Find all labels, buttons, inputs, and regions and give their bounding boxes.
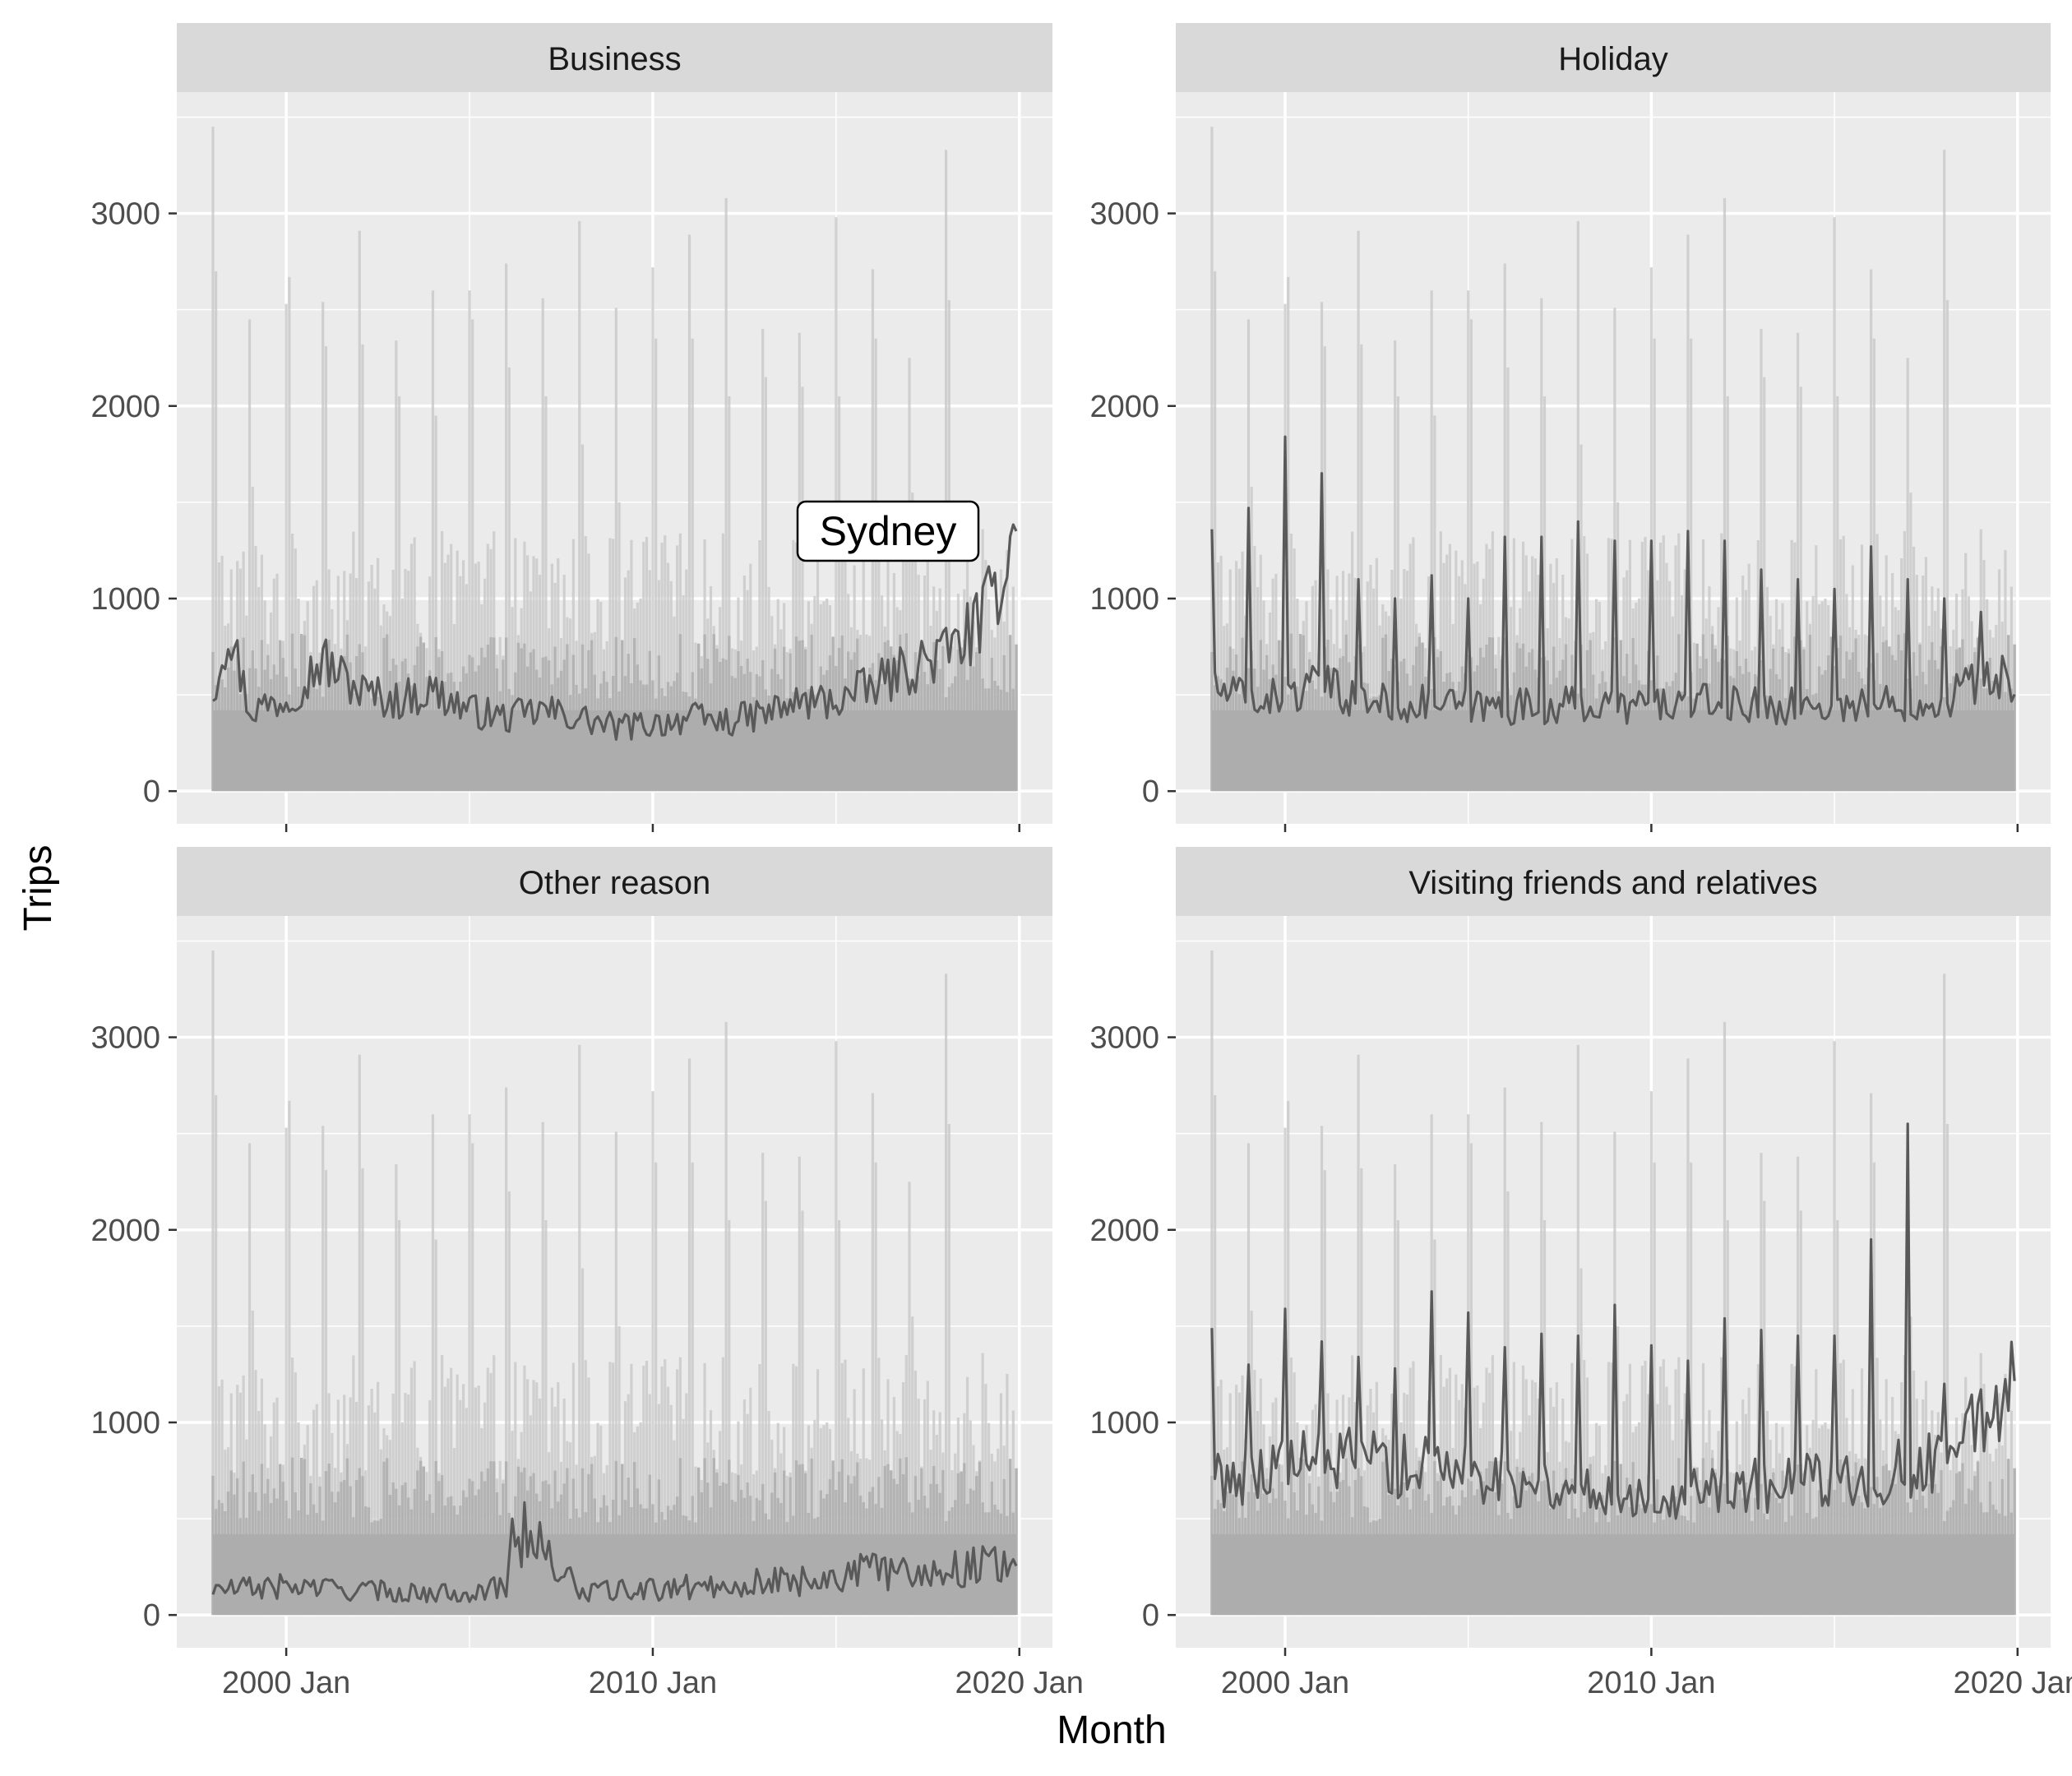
- y-tick-label: 3000: [1089, 197, 1159, 232]
- annotation-label: Sydney: [820, 508, 957, 554]
- annotation-box: [796, 500, 980, 562]
- facet-strip: [177, 23, 1052, 92]
- x-tick-label: 2010 Jan: [1587, 1666, 1715, 1700]
- y-tick-label: 0: [1142, 775, 1159, 809]
- background-series-floor: [212, 1533, 1017, 1616]
- y-tick-label: 3000: [90, 197, 160, 232]
- y-tick-label: 0: [143, 775, 160, 809]
- facet-panel: Visiting friends and relatives 0 1000 2000 3…: [1089, 847, 2072, 1700]
- y-tick-label: 1000: [90, 582, 160, 617]
- facet-strip: [1176, 847, 2051, 916]
- facet-panel: Other reason 0 1000 2000 3000 2000 Jan 2010 Ja…: [90, 847, 1084, 1700]
- facet-strip-label: Other reason: [519, 865, 710, 901]
- y-tick-label: 2000: [90, 1214, 160, 1248]
- y-tick-label: 3000: [1089, 1021, 1159, 1056]
- background-series-group: [211, 950, 1018, 1616]
- background-series-floor: [1211, 710, 2015, 792]
- highlight-series-line: [211, 1501, 1018, 1603]
- facet-strip-label: Visiting friends and relatives: [1408, 865, 1817, 901]
- background-series-group: [1210, 950, 2016, 1616]
- x-tick-label: 2020 Jan: [955, 1666, 1084, 1700]
- background-series-group: [211, 127, 1018, 792]
- x-tick-label: 2000 Jan: [222, 1666, 350, 1700]
- x-tick-label: 2010 Jan: [589, 1666, 717, 1700]
- background-series-group: [1210, 127, 2016, 792]
- background-series-floor: [1211, 1533, 2015, 1616]
- y-tick-label: 2000: [90, 390, 160, 424]
- facet-strip-label: Holiday: [1558, 41, 1667, 77]
- highlight-series-line: [1210, 435, 2016, 726]
- facet-panel: Business 0 1000 2000 3000 Sydney: [90, 23, 1052, 832]
- x-tick-label: 2020 Jan: [1954, 1666, 2072, 1700]
- y-tick-label: 0: [1142, 1598, 1159, 1633]
- y-axis-title: Trips: [16, 845, 60, 932]
- y-tick-label: 1000: [1089, 1406, 1159, 1441]
- y-tick-label: 1000: [90, 1406, 160, 1441]
- facet-strip: [1176, 23, 2051, 92]
- facet-panel: Holiday 0 1000 2000 3000: [1089, 23, 2051, 832]
- x-axis-title: Month: [1057, 1709, 1166, 1752]
- y-tick-label: 2000: [1089, 1214, 1159, 1248]
- y-tick-label: 1000: [1089, 582, 1159, 617]
- highlight-series-line: [212, 523, 1018, 741]
- y-tick-label: 3000: [90, 1021, 160, 1056]
- facet-strip-label: Business: [548, 41, 681, 77]
- facet-strip: [177, 847, 1052, 916]
- highlight-series-line: [1210, 1122, 2016, 1520]
- y-tick-label: 0: [143, 1598, 160, 1633]
- facet-panels: Business 0 1000 2000 3000 Sydney Holiday 0 1000 2…: [90, 23, 2072, 1700]
- x-tick-label: 2000 Jan: [1221, 1666, 1349, 1700]
- y-tick-label: 2000: [1089, 390, 1159, 424]
